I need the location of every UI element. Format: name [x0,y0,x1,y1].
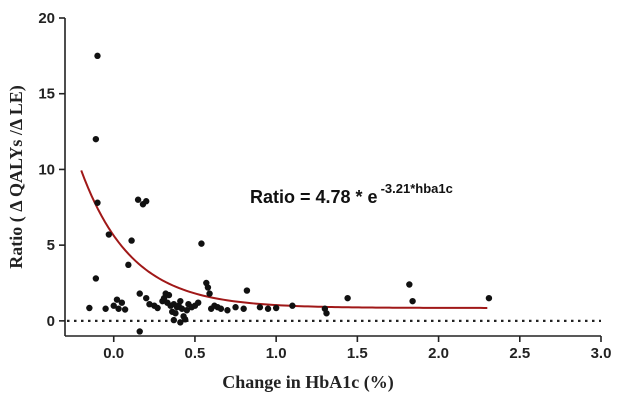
data-point [485,294,493,302]
data-points [86,52,493,335]
data-point [183,307,191,314]
data-point [409,297,416,305]
y-tick-label: 20 [38,10,55,27]
data-point [232,304,239,311]
data-point [264,305,272,312]
data-point [272,304,280,312]
data-point [323,310,330,317]
fit-equation-exponent: -3.21*hba1c [381,181,453,196]
data-point [181,316,189,323]
data-point [170,316,178,324]
y-tick-label: 0 [47,313,55,330]
data-point [136,328,143,335]
fit-equation-main: Ratio = 4.78 * e [250,187,378,207]
data-point [172,310,179,317]
x-tick-label: 0.0 [103,345,124,362]
data-point [121,306,129,313]
data-point [105,231,113,238]
x-tick-label: 3.0 [591,345,612,362]
data-point [102,305,109,312]
data-point [224,307,231,314]
data-point [178,305,186,312]
data-point [143,198,150,205]
data-point [118,299,126,306]
x-ticks: 0.0 0.5 1.0 1.5 2.0 2.5 3.0 [103,336,611,362]
data-point [344,294,351,302]
data-point [240,305,247,312]
data-point [128,237,135,244]
data-point [94,52,101,60]
data-point [206,290,213,297]
data-point [165,291,173,299]
data-point [136,290,143,297]
data-point [198,240,205,247]
y-tick-label: 10 [38,161,55,178]
data-point [289,302,296,309]
x-axis-title: Change in HbA1c (%) [222,372,394,393]
data-point [177,319,184,326]
data-point [113,296,121,303]
fit-equation: Ratio = 4.78 * e -3.21*hba1c [250,181,453,207]
y-ticks: 0 5 10 15 20 [38,10,65,330]
x-tick-label: 1.0 [266,345,287,362]
data-point [217,305,225,312]
data-point [92,275,100,282]
y-tick-label: 5 [47,237,55,254]
data-point [146,301,153,308]
fit-curve [80,170,488,309]
x-tick-label: 2.5 [509,345,530,362]
data-point [406,281,413,288]
y-axis-title: Ratio ( Δ QALYs /Δ LE) [6,85,27,268]
x-tick-label: 0.5 [185,345,206,362]
data-point [86,304,93,312]
data-point [94,199,101,206]
data-point [125,261,132,269]
x-tick-label: 1.5 [347,345,368,362]
data-point [143,294,150,302]
data-point [110,302,117,309]
data-point [204,284,212,291]
data-point [256,304,264,311]
data-point [177,297,184,305]
data-point [134,196,142,203]
data-point [194,299,202,306]
y-tick-label: 15 [38,86,55,103]
data-point [115,305,122,312]
data-point [243,287,251,294]
x-tick-label: 2.0 [428,345,449,362]
data-point [92,135,100,143]
data-point [154,304,161,312]
